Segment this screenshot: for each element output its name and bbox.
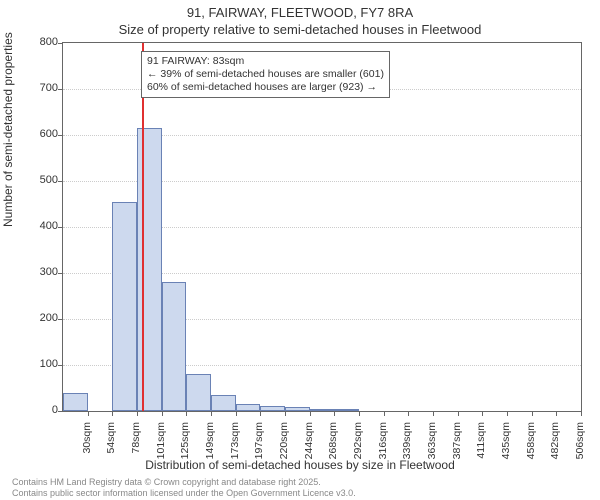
histogram-bar <box>63 393 88 411</box>
x-tick-label: 78sqm <box>130 422 142 472</box>
x-tick-label: 149sqm <box>204 422 216 472</box>
y-tick-mark <box>58 181 63 182</box>
x-tick-label: 458sqm <box>525 422 537 472</box>
plot-area: 91 FAIRWAY: 83sqm← 39% of semi-detached … <box>62 42 582 412</box>
histogram-bar <box>260 406 285 411</box>
histogram-bar <box>334 409 359 411</box>
y-tick-label: 400 <box>8 220 58 232</box>
histogram-bar <box>186 374 211 411</box>
chart-container: 91, FAIRWAY, FLEETWOOD, FY7 8RA Size of … <box>0 0 600 500</box>
x-tick-mark <box>532 411 533 416</box>
y-tick-label: 0 <box>8 404 58 416</box>
x-tick-mark <box>556 411 557 416</box>
y-tick-label: 600 <box>8 128 58 140</box>
attribution-line1: Contains HM Land Registry data © Crown c… <box>12 477 321 487</box>
x-tick-label: 339sqm <box>401 422 413 472</box>
x-tick-mark <box>137 411 138 416</box>
x-tick-label: 316sqm <box>377 422 389 472</box>
x-tick-mark <box>112 411 113 416</box>
x-tick-mark <box>482 411 483 416</box>
x-tick-label: 173sqm <box>229 422 241 472</box>
x-tick-mark <box>384 411 385 416</box>
histogram-bar <box>236 404 261 411</box>
x-tick-mark <box>88 411 89 416</box>
x-tick-mark <box>285 411 286 416</box>
chart-title-line1: 91, FAIRWAY, FLEETWOOD, FY7 8RA <box>0 5 600 20</box>
y-tick-mark <box>58 227 63 228</box>
histogram-bar <box>112 202 137 411</box>
x-tick-label: 30sqm <box>81 422 93 472</box>
histogram-bar <box>285 407 310 411</box>
x-tick-label: 268sqm <box>327 422 339 472</box>
y-tick-mark <box>58 43 63 44</box>
histogram-bar <box>137 128 162 411</box>
histogram-bar <box>162 282 187 411</box>
x-tick-label: 506sqm <box>574 422 586 472</box>
x-tick-label: 101sqm <box>155 422 167 472</box>
y-tick-mark <box>58 135 63 136</box>
annotation-box: 91 FAIRWAY: 83sqm← 39% of semi-detached … <box>141 51 390 98</box>
x-tick-mark <box>334 411 335 416</box>
x-tick-label: 292sqm <box>352 422 364 472</box>
x-tick-label: 482sqm <box>549 422 561 472</box>
y-tick-mark <box>58 319 63 320</box>
histogram-bar <box>211 395 236 411</box>
y-tick-label: 100 <box>8 358 58 370</box>
x-tick-mark <box>162 411 163 416</box>
annotation-line: ← 39% of semi-detached houses are smalle… <box>147 68 384 81</box>
y-tick-mark <box>58 273 63 274</box>
x-tick-mark <box>433 411 434 416</box>
y-tick-label: 700 <box>8 82 58 94</box>
x-tick-mark <box>458 411 459 416</box>
y-tick-mark <box>58 365 63 366</box>
x-tick-label: 54sqm <box>105 422 117 472</box>
x-tick-label: 220sqm <box>278 422 290 472</box>
x-tick-mark <box>260 411 261 416</box>
x-tick-label: 197sqm <box>253 422 265 472</box>
y-tick-label: 200 <box>8 312 58 324</box>
x-tick-mark <box>359 411 360 416</box>
x-tick-mark <box>310 411 311 416</box>
attribution-line2: Contains public sector information licen… <box>12 488 356 498</box>
annotation-line: 60% of semi-detached houses are larger (… <box>147 81 384 94</box>
x-tick-mark <box>211 411 212 416</box>
x-tick-mark <box>507 411 508 416</box>
y-tick-label: 500 <box>8 174 58 186</box>
x-tick-label: 435sqm <box>500 422 512 472</box>
x-tick-mark <box>408 411 409 416</box>
x-tick-label: 244sqm <box>303 422 315 472</box>
x-tick-label: 125sqm <box>179 422 191 472</box>
x-tick-mark <box>581 411 582 416</box>
y-tick-mark <box>58 89 63 90</box>
x-tick-mark <box>236 411 237 416</box>
x-tick-label: 387sqm <box>451 422 463 472</box>
x-tick-label: 363sqm <box>426 422 438 472</box>
x-tick-mark <box>186 411 187 416</box>
y-tick-label: 300 <box>8 266 58 278</box>
y-tick-label: 800 <box>8 36 58 48</box>
annotation-line: 91 FAIRWAY: 83sqm <box>147 55 384 68</box>
x-tick-label: 411sqm <box>475 422 487 472</box>
histogram-bar <box>310 409 335 411</box>
chart-title-line2: Size of property relative to semi-detach… <box>0 22 600 37</box>
y-tick-mark <box>58 411 63 412</box>
